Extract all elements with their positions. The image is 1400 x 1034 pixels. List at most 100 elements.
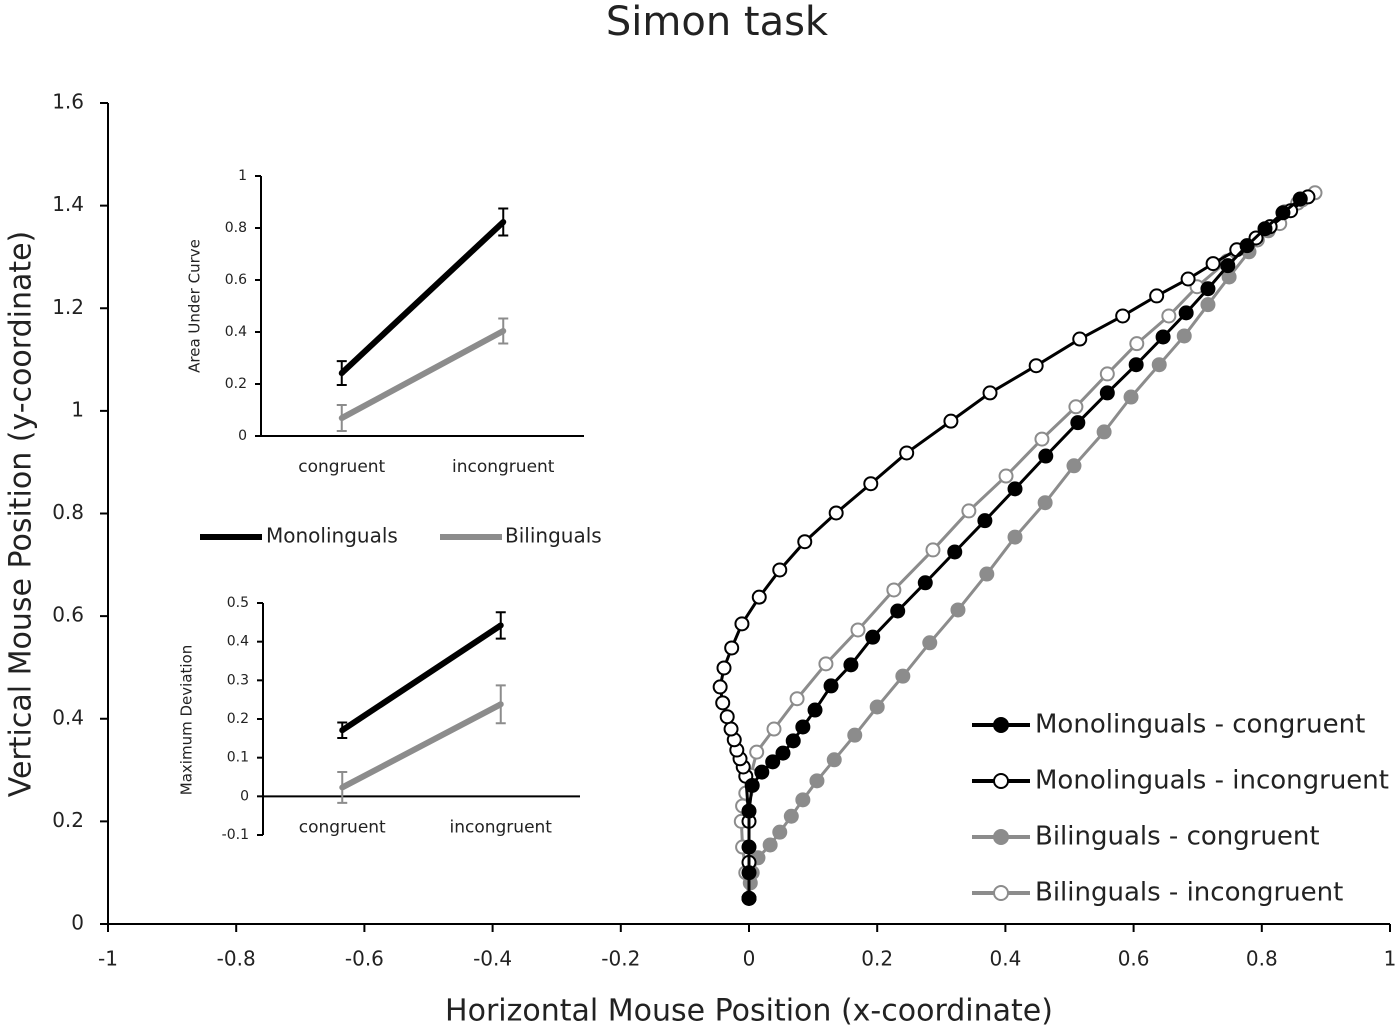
data-point bbox=[899, 445, 915, 461]
series-line bbox=[339, 219, 506, 376]
y-tick-label: 0.4 bbox=[225, 324, 247, 340]
x-tick-label: -0.4 bbox=[473, 947, 512, 971]
legend-marker bbox=[993, 717, 1009, 733]
data-point bbox=[772, 562, 788, 578]
data-point bbox=[1028, 358, 1044, 374]
x-tick-label: -0.6 bbox=[345, 947, 384, 971]
legend-marker bbox=[993, 829, 1009, 845]
inset-y-label: Maximum Deviation bbox=[178, 645, 196, 795]
y-tick-label: 0.6 bbox=[52, 603, 84, 627]
data-point bbox=[724, 640, 740, 656]
x-tick-label: 0.2 bbox=[861, 947, 893, 971]
data-point bbox=[850, 622, 866, 638]
data-point bbox=[925, 542, 941, 558]
y-tick-label: 0.8 bbox=[225, 220, 247, 236]
data-point bbox=[1066, 458, 1082, 474]
data-point bbox=[1123, 389, 1139, 405]
data-point bbox=[497, 701, 504, 708]
data-point bbox=[500, 219, 507, 226]
y-tick-label: 0.4 bbox=[227, 634, 249, 650]
data-point bbox=[785, 733, 801, 749]
data-point bbox=[843, 657, 859, 673]
x-tick-label: congruent bbox=[299, 817, 386, 837]
data-point bbox=[1257, 221, 1273, 237]
legend-label: Monolinguals - incongruent bbox=[1035, 766, 1389, 796]
data-point bbox=[1292, 191, 1308, 207]
data-point bbox=[1200, 281, 1216, 297]
data-point bbox=[809, 773, 825, 789]
data-point bbox=[886, 582, 902, 598]
data-point bbox=[339, 727, 346, 734]
data-point bbox=[1096, 424, 1112, 440]
data-point bbox=[775, 745, 791, 761]
x-tick-label: 1 bbox=[1384, 947, 1397, 971]
series-line bbox=[340, 701, 503, 791]
data-point bbox=[744, 777, 760, 793]
data-point bbox=[947, 544, 963, 560]
y-tick-label: 0 bbox=[240, 788, 249, 804]
data-point bbox=[998, 468, 1014, 484]
data-point bbox=[338, 370, 345, 377]
data-point bbox=[1099, 385, 1115, 401]
legend-label: Bilinguals bbox=[505, 524, 602, 548]
data-point bbox=[741, 839, 757, 855]
y-tick-label: 0.2 bbox=[227, 711, 249, 727]
y-tick-label: 1.2 bbox=[52, 295, 84, 319]
x-tick-label: incongruent bbox=[452, 457, 555, 477]
data-point bbox=[765, 754, 781, 770]
data-point bbox=[1115, 308, 1131, 324]
data-point bbox=[1180, 271, 1196, 287]
data-point bbox=[1275, 205, 1291, 221]
data-point bbox=[1099, 366, 1115, 382]
data-point bbox=[783, 808, 799, 824]
data-point bbox=[943, 413, 959, 429]
data-point bbox=[1034, 431, 1050, 447]
legend-label: Monolinguals bbox=[266, 524, 398, 548]
data-point bbox=[1038, 448, 1054, 464]
data-point bbox=[741, 865, 757, 881]
data-point bbox=[865, 629, 881, 645]
y-tick-label: 0 bbox=[238, 428, 247, 444]
x-tick-label: -0.2 bbox=[601, 947, 640, 971]
data-point bbox=[1200, 297, 1216, 313]
data-point bbox=[1149, 288, 1165, 304]
data-point bbox=[1072, 331, 1088, 347]
series-line bbox=[340, 328, 505, 421]
y-tick-label: 0.3 bbox=[227, 672, 249, 688]
data-point bbox=[1151, 357, 1167, 373]
x-tick-label: 0.4 bbox=[989, 947, 1021, 971]
data-point bbox=[497, 622, 504, 629]
data-point bbox=[751, 589, 767, 605]
data-point bbox=[1128, 357, 1144, 373]
x-tick-label: congruent bbox=[298, 457, 385, 477]
y-tick-label: 0.4 bbox=[52, 705, 84, 729]
data-point bbox=[863, 476, 879, 492]
data-point bbox=[754, 764, 770, 780]
legend-marker bbox=[993, 773, 1009, 789]
data-point bbox=[818, 656, 834, 672]
data-point bbox=[847, 727, 863, 743]
data-point bbox=[1239, 238, 1255, 254]
data-point bbox=[741, 803, 757, 819]
y-tick-label: 1 bbox=[238, 168, 247, 184]
y-tick-label: 0 bbox=[71, 911, 84, 935]
data-point bbox=[1178, 305, 1194, 321]
data-point bbox=[719, 709, 735, 725]
data-point bbox=[1070, 415, 1086, 431]
data-point bbox=[826, 752, 842, 768]
data-point bbox=[1007, 529, 1023, 545]
legend-marker bbox=[993, 885, 1009, 901]
data-point bbox=[734, 616, 750, 632]
data-point bbox=[982, 385, 998, 401]
data-point bbox=[766, 721, 782, 737]
data-point bbox=[1037, 495, 1053, 511]
data-point bbox=[950, 602, 966, 618]
data-point bbox=[1129, 336, 1145, 352]
y-tick-label: 1.4 bbox=[52, 192, 84, 216]
x-tick-label: -1 bbox=[98, 947, 118, 971]
data-point bbox=[979, 566, 995, 582]
y-tick-label: 0.1 bbox=[227, 750, 249, 766]
inset-y-label: Area Under Curve bbox=[186, 239, 204, 373]
y-tick-label: 1 bbox=[71, 397, 84, 421]
